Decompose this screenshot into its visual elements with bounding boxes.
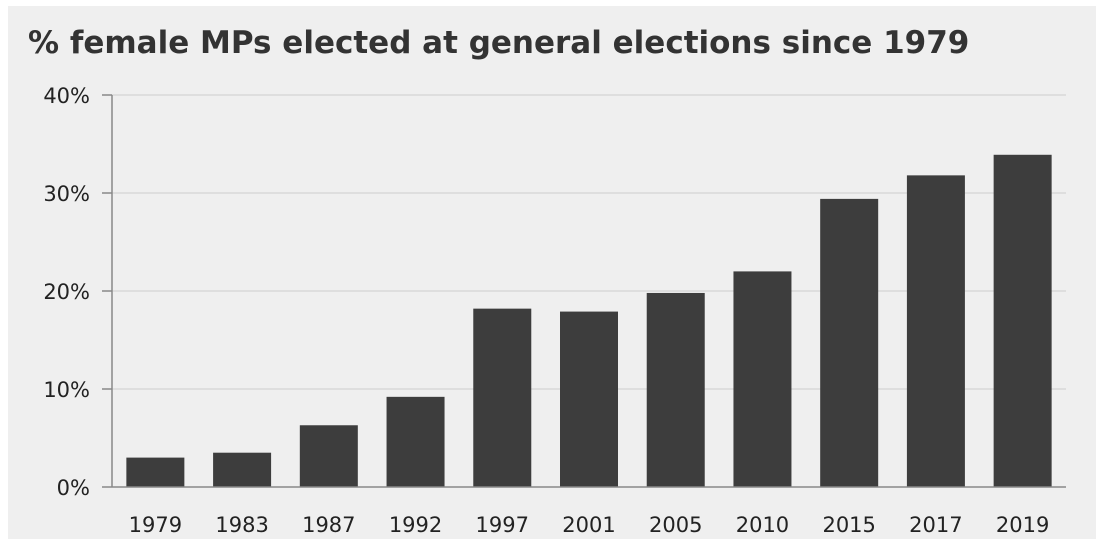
x-tick-label: 1987 xyxy=(302,513,355,537)
bars xyxy=(126,154,1052,488)
bar-2015 xyxy=(820,198,879,487)
y-tick-label: 40% xyxy=(43,84,90,108)
bar-2005 xyxy=(646,292,705,487)
x-tick-label: 2001 xyxy=(562,513,615,537)
y-tick-label: 0% xyxy=(57,476,90,500)
bar-1983 xyxy=(213,452,272,487)
chart-title: % female MPs elected at general election… xyxy=(28,25,970,61)
bar-1997 xyxy=(473,308,532,487)
x-tick-label: 1979 xyxy=(129,513,182,537)
x-tick-label: 2017 xyxy=(909,513,962,537)
x-tick-label: 1997 xyxy=(476,513,529,537)
axes xyxy=(102,94,1066,488)
x-tick-label: 2015 xyxy=(822,513,875,537)
y-tick-label: 30% xyxy=(43,182,90,206)
bar-1992 xyxy=(386,396,445,487)
x-tick-label: 2005 xyxy=(649,513,702,537)
bar-2001 xyxy=(560,311,618,487)
x-tick-label: 1992 xyxy=(389,513,442,537)
x-tick-label: 2010 xyxy=(736,513,789,537)
bar-1987 xyxy=(299,425,358,487)
bar-2010 xyxy=(733,271,792,487)
y-tick-label: 10% xyxy=(43,378,90,402)
y-tick-labels: 0% 10% 20% 30% 40% xyxy=(43,84,90,500)
x-tick-label: 2019 xyxy=(996,513,1049,537)
x-tick-label: 1983 xyxy=(215,513,268,537)
bar-2019 xyxy=(993,154,1052,487)
bar-2017 xyxy=(906,175,965,488)
bar-1979 xyxy=(126,457,185,487)
x-tick-labels: 1979 1983 1987 1992 1997 2001 2005 2010 2015 2017… xyxy=(129,513,1050,537)
y-tick-label: 20% xyxy=(43,280,90,304)
